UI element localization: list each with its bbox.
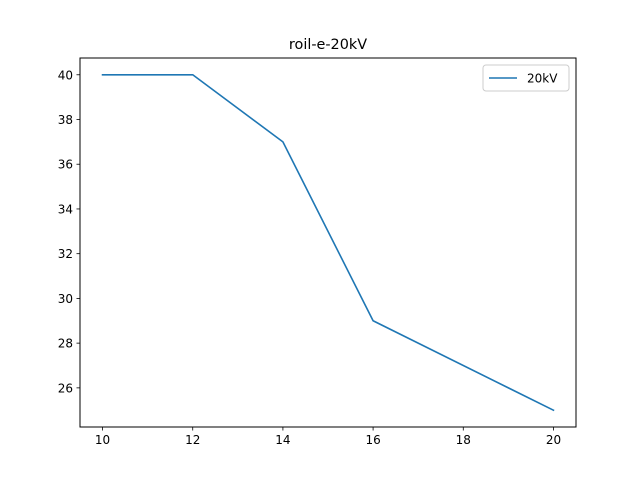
y-axis-ticks: 26 28 30 32 34 36 38 40: [58, 68, 80, 395]
chart-title: roil-e-20kV: [289, 37, 367, 53]
y-tick-label: 38: [58, 113, 73, 127]
x-tick-label: 18: [456, 433, 471, 447]
x-axis-ticks: 10 12 14 16 18 20: [95, 427, 561, 447]
y-tick-label: 34: [58, 202, 73, 216]
y-tick-label: 30: [58, 292, 73, 306]
plot-area: [80, 58, 576, 427]
y-tick-label: 26: [58, 381, 73, 395]
legend-label: 20kV: [527, 72, 558, 86]
x-tick-label: 14: [275, 433, 290, 447]
y-tick-label: 32: [58, 247, 73, 261]
y-tick-label: 36: [58, 158, 73, 172]
y-tick-label: 40: [58, 68, 73, 82]
x-tick-label: 20: [546, 433, 561, 447]
x-tick-label: 16: [365, 433, 380, 447]
x-tick-label: 12: [185, 433, 200, 447]
x-tick-label: 10: [95, 433, 110, 447]
legend[interactable]: 20kV: [483, 65, 569, 91]
y-tick-label: 28: [58, 337, 73, 351]
